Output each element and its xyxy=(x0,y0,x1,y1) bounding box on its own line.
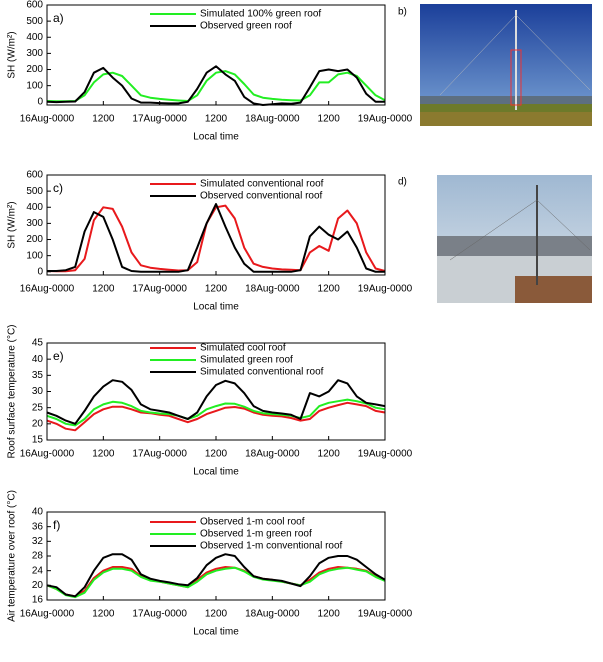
plot-frame xyxy=(46,174,386,276)
photo-green-roof xyxy=(420,4,592,126)
y-tick-label: 200 xyxy=(26,64,43,75)
y-tick-label: 32 xyxy=(32,536,44,547)
y-tick-label: 15 xyxy=(32,435,44,446)
series-line xyxy=(46,65,385,106)
series-line xyxy=(46,379,386,425)
x-tick-label: 1200 xyxy=(205,609,228,620)
y-tick-label: 0 xyxy=(37,96,43,107)
plot-frame xyxy=(46,511,386,601)
series-line xyxy=(46,566,386,598)
x-tick-label: 1200 xyxy=(92,114,115,125)
y-axis-label: SH (W/m²) xyxy=(7,201,18,248)
x-tick-label: 1200 xyxy=(205,114,228,125)
y-tick-label: 600 xyxy=(26,170,43,181)
y-tick-label: 300 xyxy=(26,48,43,59)
y-tick-label: 40 xyxy=(32,354,44,365)
x-tick-label: 18Aug-0000 xyxy=(245,449,300,460)
y-axis-label: Air temperature over roof (°C) xyxy=(7,490,18,622)
x-tick-label: 1200 xyxy=(318,609,341,620)
y-tick-label: 300 xyxy=(26,218,43,229)
x-tick-label: 1200 xyxy=(318,284,341,295)
panel-label: a) xyxy=(53,11,64,25)
y-tick-label: 500 xyxy=(26,186,43,197)
x-tick-label: 19Aug-0000 xyxy=(358,284,413,295)
series-line xyxy=(46,401,386,432)
series-line xyxy=(46,566,386,599)
plot-frame xyxy=(46,4,386,106)
series-line xyxy=(46,70,386,103)
x-tick-label: 19Aug-0000 xyxy=(358,609,413,620)
y-tick-label: 500 xyxy=(26,16,43,27)
x-tick-label: 16Aug-0000 xyxy=(20,114,75,125)
y-tick-label: 100 xyxy=(26,250,43,261)
y-tick-label: 45 xyxy=(32,338,44,349)
y-tick-label: 35 xyxy=(32,370,44,381)
photo-label: b) xyxy=(398,7,407,18)
y-axis-label: Roof surface temperature (°C) xyxy=(7,324,18,458)
y-tick-label: 24 xyxy=(32,565,44,576)
y-tick-label: 40 xyxy=(32,507,44,518)
x-tick-label: 17Aug-0000 xyxy=(132,284,187,295)
x-tick-label: 17Aug-0000 xyxy=(132,609,187,620)
legend-label: Simulated cool roof xyxy=(200,343,286,354)
x-axis-label: Local time xyxy=(193,467,239,478)
x-tick-label: 1200 xyxy=(318,114,341,125)
legend-label: Observed green roof xyxy=(200,21,292,32)
y-tick-label: 16 xyxy=(32,595,44,606)
x-tick-label: 1200 xyxy=(92,609,115,620)
legend-label: Simulated green roof xyxy=(200,355,293,366)
panel-label: c) xyxy=(53,181,63,195)
series-line xyxy=(46,204,386,273)
x-tick-label: 1200 xyxy=(205,284,228,295)
legend-label: Observed 1-m cool roof xyxy=(200,517,305,528)
series-line xyxy=(46,398,386,427)
y-tick-label: 30 xyxy=(32,386,44,397)
y-tick-label: 400 xyxy=(26,32,43,43)
x-tick-label: 1200 xyxy=(92,449,115,460)
panel-label: f) xyxy=(53,518,60,532)
y-tick-label: 25 xyxy=(32,402,44,413)
photo-label: d) xyxy=(398,177,407,188)
photo-conventional-roof xyxy=(437,175,592,303)
y-tick-label: 400 xyxy=(26,202,43,213)
legend-label: Simulated conventional roof xyxy=(200,179,324,190)
y-tick-label: 20 xyxy=(32,418,44,429)
x-tick-label: 16Aug-0000 xyxy=(20,284,75,295)
legend-label: Simulated 100% green roof xyxy=(200,9,321,20)
y-tick-label: 20 xyxy=(32,580,44,591)
x-tick-label: 17Aug-0000 xyxy=(132,114,187,125)
x-tick-label: 18Aug-0000 xyxy=(245,284,300,295)
legend-label: Observed 1-m conventional roof xyxy=(200,541,343,552)
x-tick-label: 18Aug-0000 xyxy=(245,114,300,125)
x-tick-label: 16Aug-0000 xyxy=(20,609,75,620)
x-axis-label: Local time xyxy=(193,132,239,143)
x-tick-label: 1200 xyxy=(318,449,341,460)
y-tick-label: 200 xyxy=(26,234,43,245)
legend-label: Observed 1-m green roof xyxy=(200,529,312,540)
y-tick-label: 0 xyxy=(37,266,43,277)
x-axis-label: Local time xyxy=(193,627,239,638)
legend-label: Simulated conventional roof xyxy=(200,367,324,378)
x-tick-label: 18Aug-0000 xyxy=(245,609,300,620)
x-tick-label: 19Aug-0000 xyxy=(358,114,413,125)
legend-label: Observed conventional roof xyxy=(200,191,323,202)
series-line xyxy=(46,553,386,598)
x-tick-label: 1200 xyxy=(92,284,115,295)
x-tick-label: 16Aug-0000 xyxy=(20,449,75,460)
x-tick-label: 17Aug-0000 xyxy=(132,449,187,460)
y-axis-label: SH (W/m²) xyxy=(7,31,18,78)
y-tick-label: 600 xyxy=(26,0,43,11)
y-tick-label: 100 xyxy=(26,80,43,91)
series-line xyxy=(47,203,385,273)
y-tick-label: 28 xyxy=(32,551,44,562)
x-tick-label: 19Aug-0000 xyxy=(358,449,413,460)
panel-label: e) xyxy=(53,349,64,363)
x-axis-label: Local time xyxy=(193,302,239,313)
y-tick-label: 36 xyxy=(32,521,44,532)
x-tick-label: 1200 xyxy=(205,449,228,460)
plot-frame xyxy=(46,342,386,441)
